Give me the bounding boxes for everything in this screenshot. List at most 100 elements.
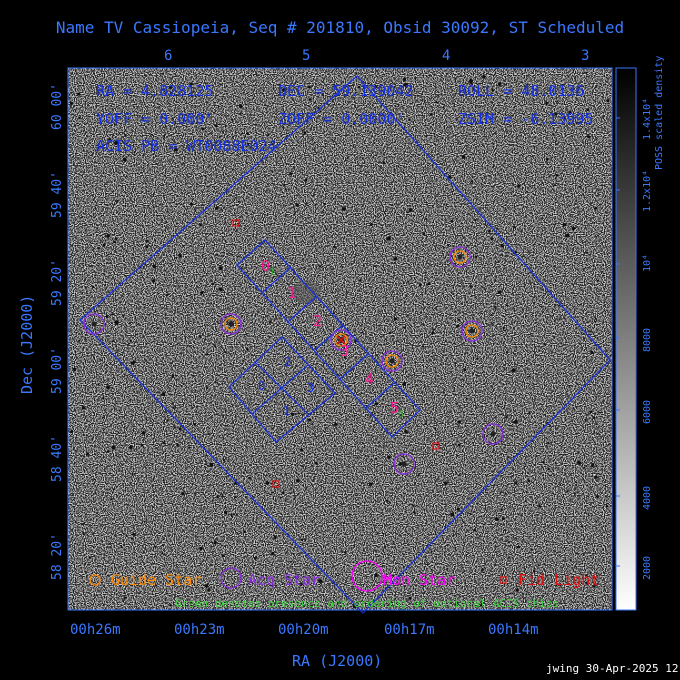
background-star (499, 499, 501, 501)
background-star (279, 436, 281, 437)
background-star (240, 113, 242, 115)
background-star (574, 440, 576, 442)
background-star (590, 194, 592, 196)
background-star (408, 596, 412, 600)
background-star (459, 473, 461, 476)
background-star (290, 412, 295, 417)
background-star (330, 562, 332, 564)
background-star (177, 309, 179, 311)
background-star (437, 139, 440, 141)
top-tick-3: 3 (581, 48, 590, 64)
background-star (166, 419, 169, 422)
background-star (573, 533, 575, 535)
background-star (392, 83, 394, 85)
background-star (280, 496, 282, 499)
background-star (123, 596, 127, 599)
background-star (481, 228, 483, 230)
background-star (360, 391, 363, 394)
background-star (526, 560, 528, 562)
acq-stars (83, 246, 504, 475)
background-star (240, 153, 242, 155)
background-star (388, 586, 391, 589)
background-star (454, 114, 456, 116)
background-star (319, 412, 321, 414)
background-star (360, 170, 362, 173)
background-star (421, 99, 424, 101)
chip-label-i2: 2 (284, 355, 291, 369)
background-star (476, 225, 478, 227)
background-star (585, 197, 587, 198)
background-star (400, 445, 402, 447)
background-star (589, 331, 591, 333)
background-star (456, 602, 459, 605)
chip-label-s2: 2 (313, 312, 322, 330)
background-star (241, 363, 243, 365)
background-star (397, 166, 400, 168)
background-star (113, 140, 119, 146)
fid-light-legend-icon (499, 576, 507, 584)
chip-label-s0: 0 (261, 257, 270, 275)
background-star (266, 213, 269, 215)
ra-readout: RA = 4.828125 (96, 82, 214, 100)
background-star (333, 547, 335, 550)
background-star (133, 361, 135, 363)
background-star (527, 250, 530, 253)
background-star (357, 420, 359, 422)
background-star (112, 340, 115, 343)
background-star (304, 539, 307, 541)
background-star (206, 463, 208, 465)
background-star (145, 418, 148, 420)
background-star (352, 475, 354, 477)
background-star (218, 266, 223, 270)
background-star (205, 454, 207, 456)
background-star (577, 460, 581, 465)
background-star (207, 489, 209, 491)
background-star (493, 449, 495, 451)
background-star (542, 558, 544, 560)
background-star (410, 279, 412, 281)
background-star (440, 509, 442, 511)
chip-label-s1: 1 (287, 284, 296, 302)
background-star (277, 394, 279, 396)
background-star (490, 92, 492, 94)
background-star (130, 361, 134, 365)
background-star (542, 461, 545, 464)
background-star (246, 347, 249, 351)
background-star (502, 326, 506, 330)
background-star (103, 273, 105, 275)
background-star (152, 279, 156, 283)
background-star (522, 309, 524, 311)
background-star (411, 449, 414, 451)
background-star (84, 527, 85, 529)
background-star (333, 455, 335, 457)
background-star (324, 182, 326, 184)
background-star (155, 468, 157, 470)
background-star (327, 326, 329, 329)
background-star (163, 82, 165, 83)
background-star (596, 337, 599, 340)
background-star (280, 428, 283, 431)
background-star (578, 185, 581, 188)
background-star (501, 274, 503, 276)
background-star (88, 562, 89, 564)
background-star (271, 170, 273, 172)
background-star (437, 94, 439, 97)
background-star (447, 244, 450, 247)
background-star (442, 354, 445, 357)
background-star (353, 415, 356, 417)
background-star (297, 412, 300, 415)
background-star (427, 282, 431, 286)
background-star (69, 101, 74, 105)
background-star (590, 350, 594, 355)
background-star (557, 343, 559, 344)
background-star (131, 235, 133, 237)
background-star (387, 118, 390, 121)
background-star (594, 206, 598, 210)
background-star (250, 74, 252, 76)
background-star (524, 99, 527, 101)
background-star (253, 556, 257, 560)
background-star (243, 530, 246, 534)
background-star (234, 495, 237, 498)
background-star (355, 371, 357, 373)
background-star (353, 546, 355, 548)
